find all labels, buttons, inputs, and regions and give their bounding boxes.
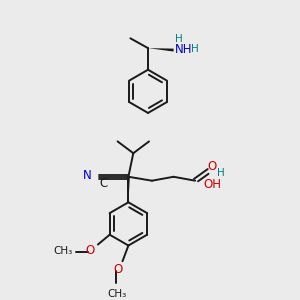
- Text: CH₃: CH₃: [107, 289, 126, 299]
- Polygon shape: [127, 177, 130, 202]
- Text: H: H: [175, 34, 182, 44]
- Text: O: O: [85, 244, 95, 257]
- Polygon shape: [148, 48, 174, 52]
- Text: C: C: [100, 177, 108, 190]
- Text: OH: OH: [204, 178, 222, 191]
- Text: CH₃: CH₃: [53, 246, 72, 256]
- Text: H: H: [191, 44, 199, 54]
- Text: H: H: [217, 168, 225, 178]
- Text: O: O: [113, 262, 122, 276]
- Text: NH: NH: [175, 43, 192, 56]
- Text: N: N: [83, 169, 92, 182]
- Text: O: O: [207, 160, 217, 173]
